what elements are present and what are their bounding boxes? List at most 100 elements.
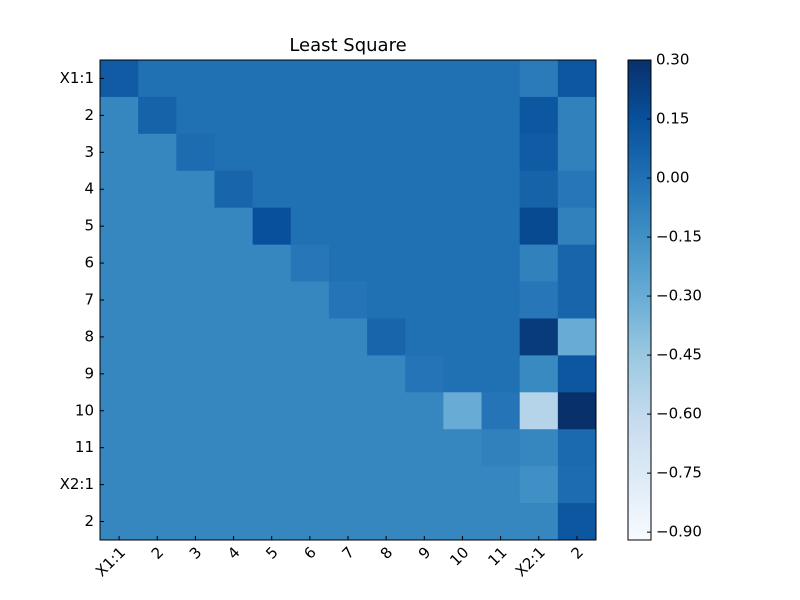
heatmap-cell (367, 207, 406, 246)
y-tick-label: X2:1 (60, 475, 94, 493)
heatmap-cell (519, 170, 559, 209)
heatmap-cell (557, 244, 597, 283)
heatmap-cell (405, 96, 444, 135)
heatmap-cell (557, 466, 597, 504)
heatmap-cell (176, 392, 215, 430)
heatmap-cell (100, 466, 139, 504)
heatmap-cell (214, 170, 254, 209)
heatmap-cell (176, 96, 215, 135)
heatmap-cell (405, 392, 444, 430)
heatmap-cell (519, 133, 559, 172)
heatmap-cell (100, 96, 139, 135)
heatmap-cell (176, 281, 215, 319)
heatmap-cell (405, 244, 444, 283)
y-tick-label: 6 (84, 254, 94, 272)
heatmap-cell (557, 392, 597, 430)
heatmap-cell (252, 207, 292, 246)
heatmap-cell (519, 503, 559, 541)
x-tick-label: 2 (567, 543, 586, 562)
heatmap-cell (252, 96, 292, 135)
heatmap-cell (328, 244, 368, 283)
heatmap-cell (252, 133, 292, 172)
heatmap-cell (443, 60, 483, 98)
heatmap-cell (214, 207, 254, 246)
heatmap-cell (252, 503, 292, 541)
y-tick-label: 11 (75, 438, 94, 456)
x-tick-label: 2 (148, 543, 167, 562)
heatmap-cell (405, 60, 444, 98)
heatmap-cell (176, 318, 215, 356)
heatmap-cell (100, 207, 139, 246)
y-tick-label: 2 (84, 106, 94, 124)
heatmap-cell (367, 60, 406, 98)
heatmap-cell (557, 60, 597, 98)
heatmap-cell (328, 503, 368, 541)
colorbar (627, 59, 652, 541)
heatmap-cell (367, 466, 406, 504)
heatmap-cell (367, 392, 406, 430)
heatmap-cell (176, 133, 215, 172)
heatmap-cell (252, 392, 292, 430)
heatmap-cell (443, 281, 483, 319)
heatmap-cell (405, 429, 444, 467)
heatmap-cell (290, 503, 330, 541)
heatmap-cell (405, 133, 444, 172)
heatmap-cell (367, 244, 406, 283)
heatmap-cell (367, 281, 406, 319)
heatmap-cell (443, 466, 483, 504)
heatmap-cell (367, 503, 406, 541)
heatmap-cell (557, 96, 597, 135)
heatmap-cell (176, 170, 215, 209)
heatmap-cell (367, 133, 406, 172)
heatmap-cell (138, 281, 177, 319)
heatmap-cell (405, 170, 444, 209)
heatmap-cell (290, 60, 330, 98)
heatmap-cell (252, 281, 292, 319)
heatmap-cell (328, 281, 368, 319)
heatmap-cell (100, 244, 139, 283)
heatmap-cell (100, 60, 139, 98)
heatmap-cell (138, 466, 177, 504)
heatmap-cell (405, 281, 444, 319)
heatmap-cell (176, 60, 215, 98)
heatmap-cell (100, 170, 139, 209)
heatmap-cell (100, 429, 139, 467)
x-tick-label: 11 (484, 543, 510, 569)
heatmap-cell (100, 318, 139, 356)
heatmap-cell (405, 318, 444, 356)
heatmap-cell (328, 207, 368, 246)
heatmap-cell (176, 466, 215, 504)
heatmap-cell (519, 429, 559, 467)
colorbar-tick-label: −0.90 (656, 523, 702, 541)
heatmap-cell (328, 318, 368, 356)
x-tick-label: 8 (377, 543, 396, 562)
heatmap-cell (290, 355, 330, 393)
colorbar-tick-label: −0.60 (656, 405, 702, 423)
heatmap-cell (481, 392, 521, 430)
y-tick-label: 3 (84, 143, 94, 161)
heatmap-cell (481, 355, 521, 393)
heatmap-cell (443, 244, 483, 283)
heatmap-cell (443, 503, 483, 541)
heatmap-cell (328, 466, 368, 504)
heatmap-cell (519, 355, 559, 393)
heatmap-cell (290, 244, 330, 283)
heatmap-cell (138, 392, 177, 430)
heatmap-cell (214, 429, 254, 467)
heatmap-cell (557, 429, 597, 467)
colorbar-tick-label: −0.15 (656, 228, 702, 246)
heatmap-cell (176, 429, 215, 467)
heatmap-cell (367, 318, 406, 356)
heatmap-cell (214, 133, 254, 172)
heatmap-cell (176, 244, 215, 283)
heatmap-cell (519, 318, 559, 356)
x-tick-label: X2:1 (512, 543, 549, 580)
x-tick-label: X1:1 (92, 543, 129, 580)
heatmap-cell (405, 466, 444, 504)
heatmap-cell (290, 170, 330, 209)
colorbar-tick-label: 0.00 (656, 169, 689, 187)
heatmap-cell (367, 96, 406, 135)
heatmap-cell (481, 207, 521, 246)
heatmap-cell (481, 466, 521, 504)
x-tick-label: 9 (415, 543, 434, 562)
